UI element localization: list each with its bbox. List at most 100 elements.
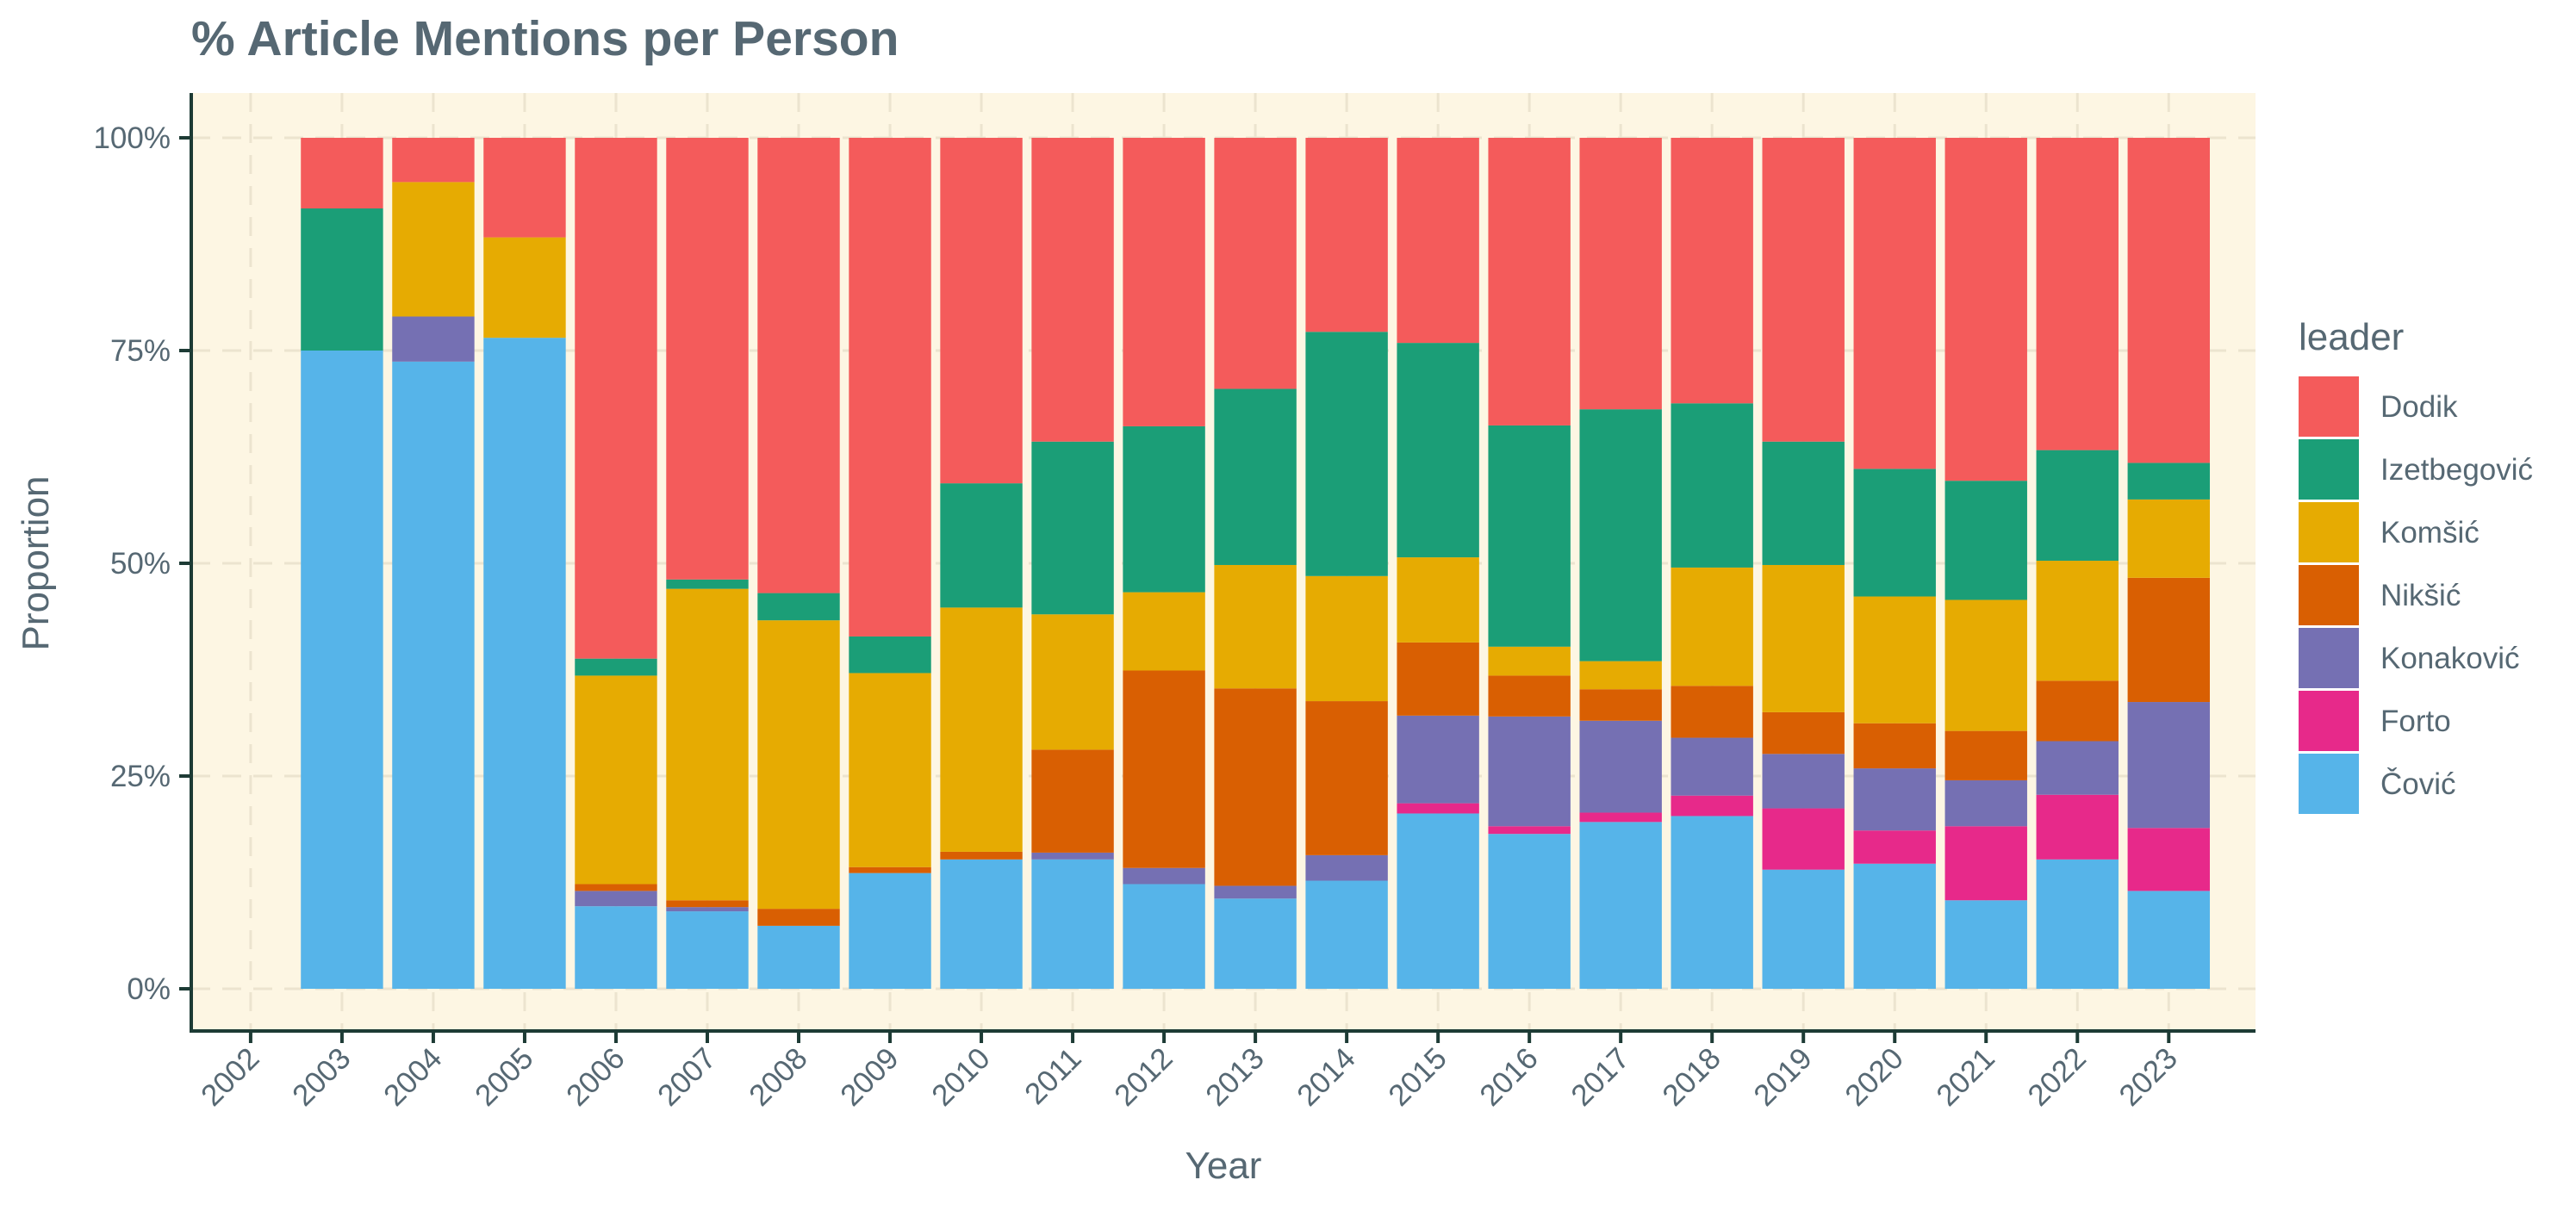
bar-2018-covic [1671,816,1753,989]
x-tick-label: 2016 [1473,1041,1545,1113]
bar-2023-izetbegovic [2127,463,2210,500]
bar-2012-konakovic [1123,867,1205,885]
bar-2016-niksic [1488,675,1571,717]
bar-2017-niksic [1579,689,1662,721]
x-tick-label: 2017 [1565,1041,1636,1113]
x-tick-label: 2020 [1839,1041,1910,1113]
bar-2019-konakovic [1762,754,1845,809]
x-tick-label: 2015 [1382,1041,1453,1113]
bar-2021-niksic [1944,730,2027,780]
chart-title: % Article Mentions per Person [191,11,899,66]
bar-2015-izetbegovic [1397,343,1479,558]
bar-2004-konakovic [392,316,475,362]
bar-2021-konakovic [1944,779,2027,827]
bar-2007-komsic [666,588,749,901]
bar-2011-izetbegovic [1031,441,1114,615]
bar-2016-dodik [1488,138,1571,425]
bar-2010-izetbegovic [940,483,1023,608]
bar-2012-izetbegovic [1123,425,1205,593]
bar-2015-dodik [1397,138,1479,344]
bar-2020-niksic [1853,723,1936,769]
x-tick-label: 2014 [1291,1041,1362,1113]
bar-2021-covic [1944,900,2027,989]
bar-2013-komsic [1214,564,1297,689]
bar-2016-forto [1488,826,1571,835]
legend-swatch-komsic [2299,502,2359,562]
legend-swatch-konakovic [2299,628,2359,688]
bar-2020-konakovic [1853,768,1936,831]
bar-2018-dodik [1671,138,1753,404]
bar-2007-izetbegovic [666,579,749,589]
y-tick-label: 50% [110,547,171,581]
legend-swatch-covic [2299,754,2359,814]
legend-label-komsic: Komšić [2380,516,2480,550]
bar-2006-dodik [575,138,657,659]
bar-2022-izetbegovic [2036,450,2119,562]
bar-2021-izetbegovic [1944,481,2027,600]
bar-2019-forto [1762,808,1845,870]
bar-2022-konakovic [2036,741,2119,795]
x-tick-label: 2003 [286,1041,358,1113]
bar-2012-niksic [1123,670,1205,868]
bar-2015-forto [1397,803,1479,814]
bar-2023-komsic [2127,499,2210,578]
x-tick-label: 2021 [1930,1041,2001,1113]
y-axis-title: Proportion [15,475,57,650]
x-tick-label: 2011 [1018,1041,1088,1111]
x-tick-label: 2007 [651,1041,723,1113]
bar-2018-forto [1671,795,1753,817]
y-tick-label: 0% [127,972,171,1006]
legend-title: leader [2299,316,2404,358]
bar-2008-izetbegovic [757,593,840,621]
bar-2021-dodik [1944,138,2027,481]
legend-label-forto: Forto [2380,705,2451,738]
bar-2011-dodik [1031,138,1114,442]
bar-2009-niksic [849,866,931,873]
bar-2011-komsic [1031,614,1114,750]
legend-swatch-dodik [2299,376,2359,437]
x-tick-label: 2006 [560,1041,632,1113]
bar-2017-komsic [1579,661,1662,690]
y-tick-label: 25% [110,760,171,793]
bar-2012-covic [1123,884,1205,989]
bar-2020-izetbegovic [1853,469,1936,597]
bar-2023-konakovic [2127,702,2210,829]
bar-2022-dodik [2036,138,2119,450]
bar-2009-komsic [849,673,931,867]
bar-2009-izetbegovic [849,636,931,674]
bar-2009-covic [849,873,931,989]
bar-2017-konakovic [1579,720,1662,813]
bar-2008-komsic [757,620,840,910]
bar-2019-izetbegovic [1762,441,1845,565]
bar-2018-izetbegovic [1671,403,1753,568]
bar-2012-dodik [1123,138,1205,426]
legend-label-dodik: Dodik [2380,390,2458,424]
bar-2014-komsic [1305,575,1388,702]
bar-2021-forto [1944,826,2027,901]
bar-2016-konakovic [1488,716,1571,827]
x-tick-label: 2018 [1656,1041,1727,1113]
bar-2011-covic [1031,859,1114,989]
bar-2016-covic [1488,834,1571,989]
bar-2023-forto [2127,828,2210,891]
bar-2015-covic [1397,813,1479,989]
bar-2012-komsic [1123,592,1205,671]
legend-swatch-forto [2299,691,2359,751]
bar-2020-forto [1853,830,1936,864]
bar-2007-dodik [666,138,749,580]
bar-2020-covic [1853,863,1936,989]
x-tick-label: 2002 [195,1041,266,1113]
bar-2015-niksic [1397,642,1479,716]
bar-2020-komsic [1853,596,1936,723]
bar-2013-covic [1214,898,1297,989]
bar-2014-konakovic [1305,854,1388,881]
bar-2017-forto [1579,812,1662,823]
bar-2011-niksic [1031,749,1114,853]
bar-2013-niksic [1214,688,1297,886]
bar-2019-komsic [1762,564,1845,712]
bar-2017-izetbegovic [1579,409,1662,661]
bar-2004-dodik [392,138,475,183]
bar-2017-covic [1579,822,1662,989]
bar-2013-dodik [1214,138,1297,389]
